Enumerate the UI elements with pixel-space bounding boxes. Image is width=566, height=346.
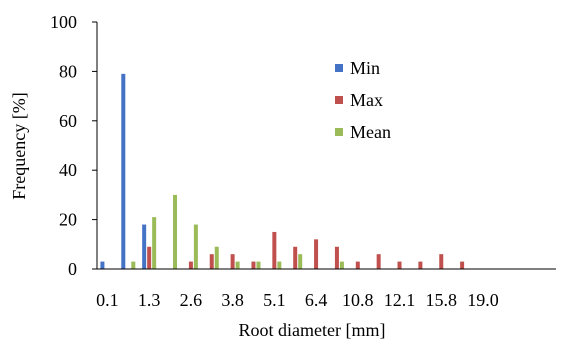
x-tick-label-6: 10.8 bbox=[342, 290, 374, 310]
y-tick-label-60: 60 bbox=[59, 111, 77, 131]
bar-max-5 bbox=[209, 254, 214, 269]
x-tick-label-4: 5.1 bbox=[263, 290, 286, 310]
legend-label-max: Max bbox=[350, 90, 383, 110]
bar-min-0 bbox=[100, 261, 105, 269]
legend-label-mean: Mean bbox=[350, 122, 391, 142]
bar-mean-11 bbox=[339, 261, 344, 269]
x-axis-label: Root diameter [mm] bbox=[239, 320, 386, 340]
x-tick-label-2: 2.6 bbox=[180, 290, 203, 310]
bar-min-2 bbox=[142, 224, 147, 269]
bar-max-12 bbox=[355, 261, 360, 269]
bar-max-9 bbox=[293, 246, 298, 269]
bar-mean-2 bbox=[152, 217, 157, 269]
x-tick-label-8: 15.8 bbox=[426, 290, 458, 310]
bar-max-11 bbox=[334, 246, 339, 269]
bar-mean-7 bbox=[256, 261, 261, 269]
x-tick-label-0: 0.1 bbox=[96, 290, 119, 310]
bars-layer bbox=[100, 73, 465, 270]
legend-label-min: Min bbox=[350, 58, 380, 78]
x-tick-label-3: 3.8 bbox=[221, 290, 244, 310]
x-tick-label-9: 19.0 bbox=[467, 290, 499, 310]
x-tick-label-5: 6.4 bbox=[305, 290, 328, 310]
bar-mean-5 bbox=[214, 246, 219, 269]
bar-max-14 bbox=[397, 261, 402, 269]
bar-max-16 bbox=[439, 254, 444, 269]
bar-mean-6 bbox=[235, 261, 240, 269]
legend: Min Max Mean bbox=[335, 58, 391, 142]
bar-max-8 bbox=[272, 231, 277, 269]
x-tick-label-7: 12.1 bbox=[384, 290, 416, 310]
legend-swatch-mean bbox=[335, 128, 343, 136]
bar-max-6 bbox=[230, 254, 235, 269]
y-tick-label-100: 100 bbox=[50, 12, 77, 32]
bar-max-15 bbox=[418, 261, 423, 269]
bar-mean-9 bbox=[298, 254, 303, 269]
bar-max-17 bbox=[460, 261, 465, 269]
legend-swatch-max bbox=[335, 96, 343, 104]
bar-min-1 bbox=[121, 73, 126, 270]
bar-max-2 bbox=[147, 246, 152, 269]
y-tick-label-40: 40 bbox=[59, 160, 77, 180]
y-tick-label-20: 20 bbox=[59, 210, 77, 230]
bar-mean-1 bbox=[131, 261, 136, 269]
axes-layer: 0 20 40 60 80 100 0.1 1.3 2.6 3.8 5.1 6.4 10.8 12.1 15… bbox=[50, 12, 556, 310]
bar-max-10 bbox=[314, 239, 319, 269]
bar-mean-8 bbox=[277, 261, 282, 269]
bar-mean-4 bbox=[193, 224, 198, 269]
bar-max-7 bbox=[251, 261, 256, 269]
y-axis-label: Frequency [%] bbox=[9, 92, 29, 199]
y-tick-label-80: 80 bbox=[59, 61, 77, 81]
x-tick-label-1: 1.3 bbox=[138, 290, 161, 310]
bar-max-13 bbox=[376, 254, 381, 269]
legend-swatch-min bbox=[335, 64, 343, 72]
bar-max-4 bbox=[188, 261, 193, 269]
y-tick-label-0: 0 bbox=[68, 259, 77, 279]
bar-mean-3 bbox=[173, 194, 178, 269]
